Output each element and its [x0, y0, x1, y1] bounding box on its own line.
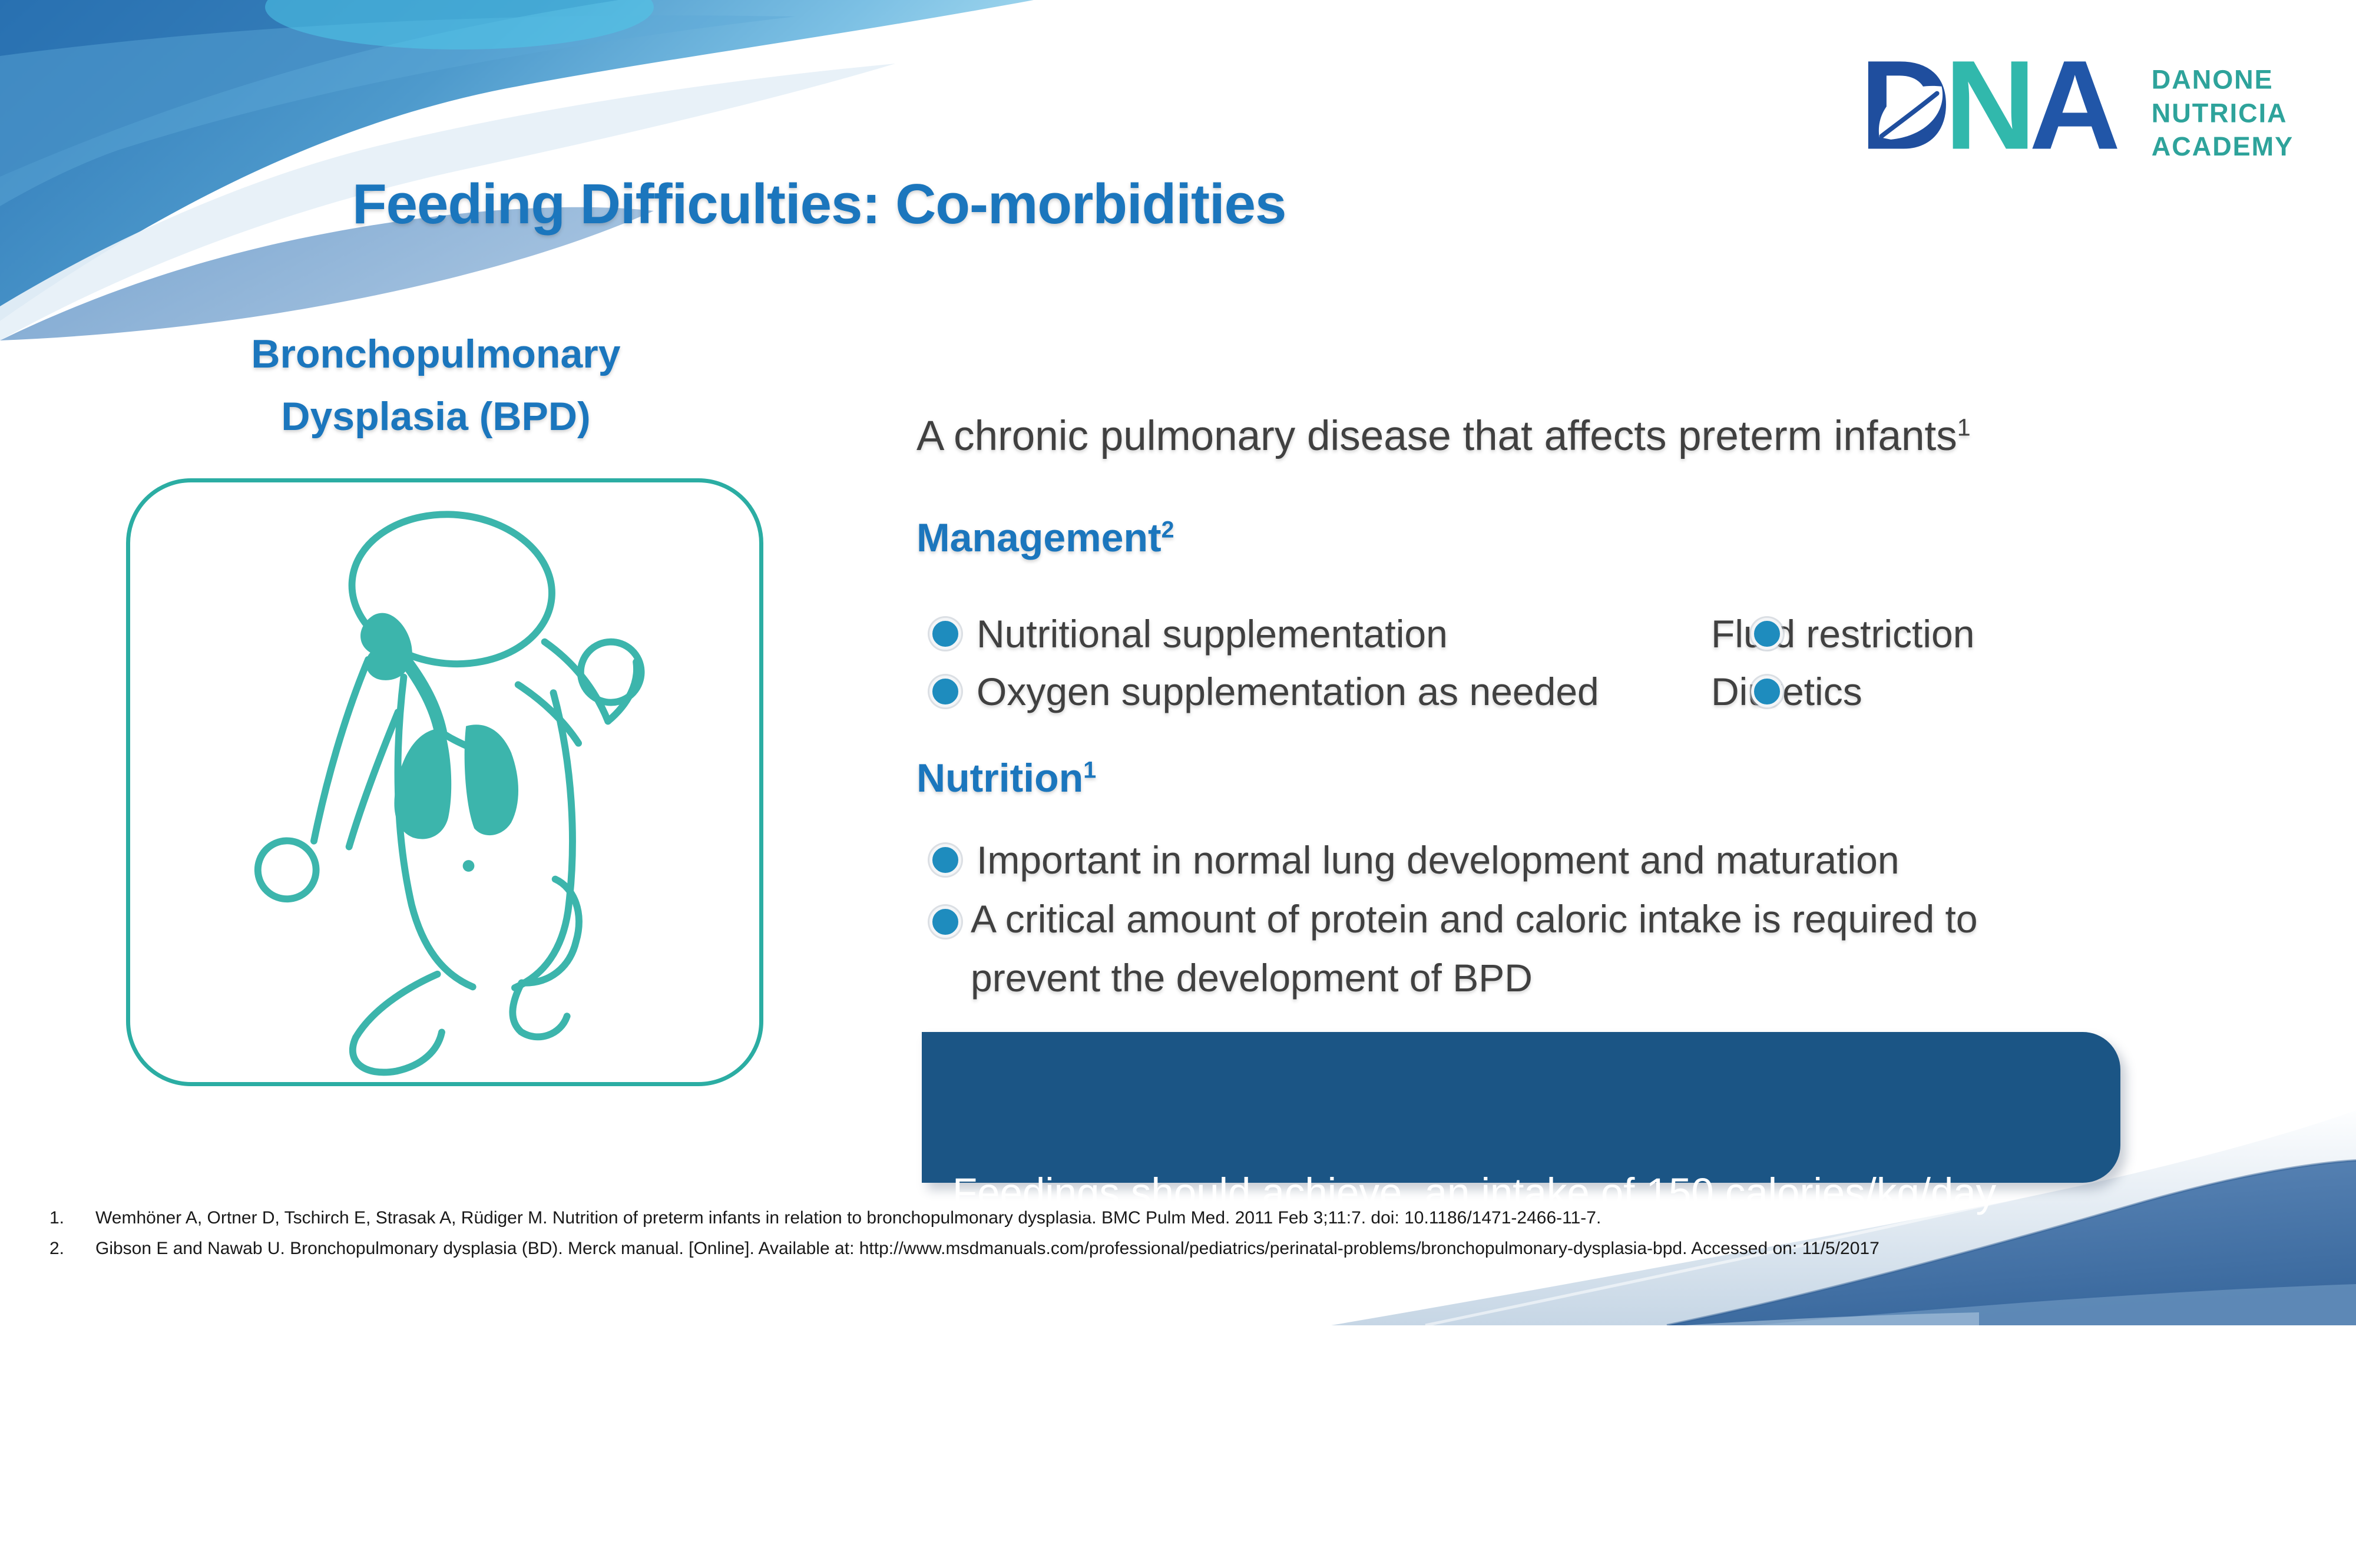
logo-letter-a: A [2029, 53, 2117, 163]
banner-line-1: Feedings should achieve an intake of 150… [952, 1170, 1997, 1215]
management-citation-sup: 2 [1161, 517, 1174, 543]
nutrition-citation-sup: 1 [1083, 757, 1097, 783]
management-bullet-4: Diuretics [1711, 663, 1862, 720]
bullet-label: A critical amount of protein and caloric… [971, 897, 1978, 1000]
bullet-dot-icon [1751, 618, 1783, 650]
logo-org-line-3: ACADEMY [2152, 131, 2294, 161]
management-bullet-2: Oxygen supplementation as needed [929, 663, 1599, 720]
nutrition-heading: Nutrition1 [916, 755, 1096, 801]
bullet-label: Oxygen supplementation as needed [977, 670, 1599, 713]
nutrition-bullet-1: Important in normal lung development and… [929, 832, 1900, 888]
reference-text: Wemhöner A, Ortner D, Tschirch E, Strasa… [95, 1208, 1601, 1228]
logo-letter-n: N [1944, 53, 2029, 163]
reference-number: 2. [49, 1239, 65, 1258]
top-left-wave-decoration [0, 0, 1034, 340]
reference-item: 2. Gibson E and Nawab U. Bronchopulmonar… [49, 1233, 1879, 1264]
bpd-heading-line-2: Dysplasia (BPD) [281, 394, 591, 439]
baby-lungs-illustration [254, 511, 645, 1076]
bullet-label: Nutritional supplementation [977, 612, 1448, 656]
bullet-dot-icon [929, 676, 961, 707]
bullet-label: Important in normal lung development and… [977, 838, 1900, 882]
feeding-callout-banner: Feedings should achieve an intake of 150… [922, 1032, 2120, 1446]
bpd-heading: Bronchopulmonary Dysplasia (BPD) [141, 323, 730, 448]
management-heading: Management2 [916, 515, 1174, 561]
nutrition-bullet-2: A critical amount of protein and caloric… [929, 889, 2084, 1007]
management-bullet-3: Fluid restriction [1711, 606, 1974, 662]
reference-number: 1. [49, 1208, 65, 1228]
logo-org-line-1: DANONE [2152, 65, 2274, 95]
reference-text: Gibson E and Nawab U. Bronchopulmonary d… [95, 1239, 1879, 1258]
logo-org-line-2: NUTRICIA [2152, 98, 2288, 128]
intro-citation-sup: 1 [1957, 413, 1971, 441]
management-heading-text: Management [916, 515, 1162, 560]
bullet-dot-icon [929, 906, 961, 938]
bottom-right-wave-decoration [1331, 1110, 2356, 1325]
intro-text: A chronic pulmonary disease that affects… [916, 412, 1971, 460]
bullet-dot-icon [929, 618, 961, 650]
dna-danone-nutricia-academy-logo: DNA DANONE NUTRICIA ACADEMY [1859, 53, 2294, 163]
intro-text-body: A chronic pulmonary disease that affects… [916, 413, 1957, 459]
banner-line-2: including protein 3.5 to 4 g/kg/day2 [952, 1337, 2120, 1510]
baby-illustration-frame [126, 478, 763, 1086]
page-title: Feeding Difficulties: Co-morbidities [352, 173, 1286, 236]
bullet-dot-icon [1751, 676, 1783, 707]
management-bullet-1: Nutritional supplementation [929, 606, 1448, 662]
reference-item: 1. Wemhöner A, Ortner D, Tschirch E, Str… [49, 1203, 1879, 1233]
leaf-icon [1878, 85, 1943, 140]
banner-citation-sup: 2 [1605, 1402, 1619, 1428]
bpd-heading-line-1: Bronchopulmonary [251, 332, 621, 376]
bullet-dot-icon [929, 844, 961, 876]
nutrition-heading-text: Nutrition [916, 756, 1084, 800]
slide: { "slide": { "title": "Feeding Difficult… [0, 0, 2356, 1325]
bullet-label: Diuretics [1711, 670, 1862, 713]
references: 1. Wemhöner A, Ortner D, Tschirch E, Str… [49, 1203, 1879, 1264]
banner-line-2-text: including protein 3.5 to 4 g/kg/day [997, 1401, 1606, 1446]
